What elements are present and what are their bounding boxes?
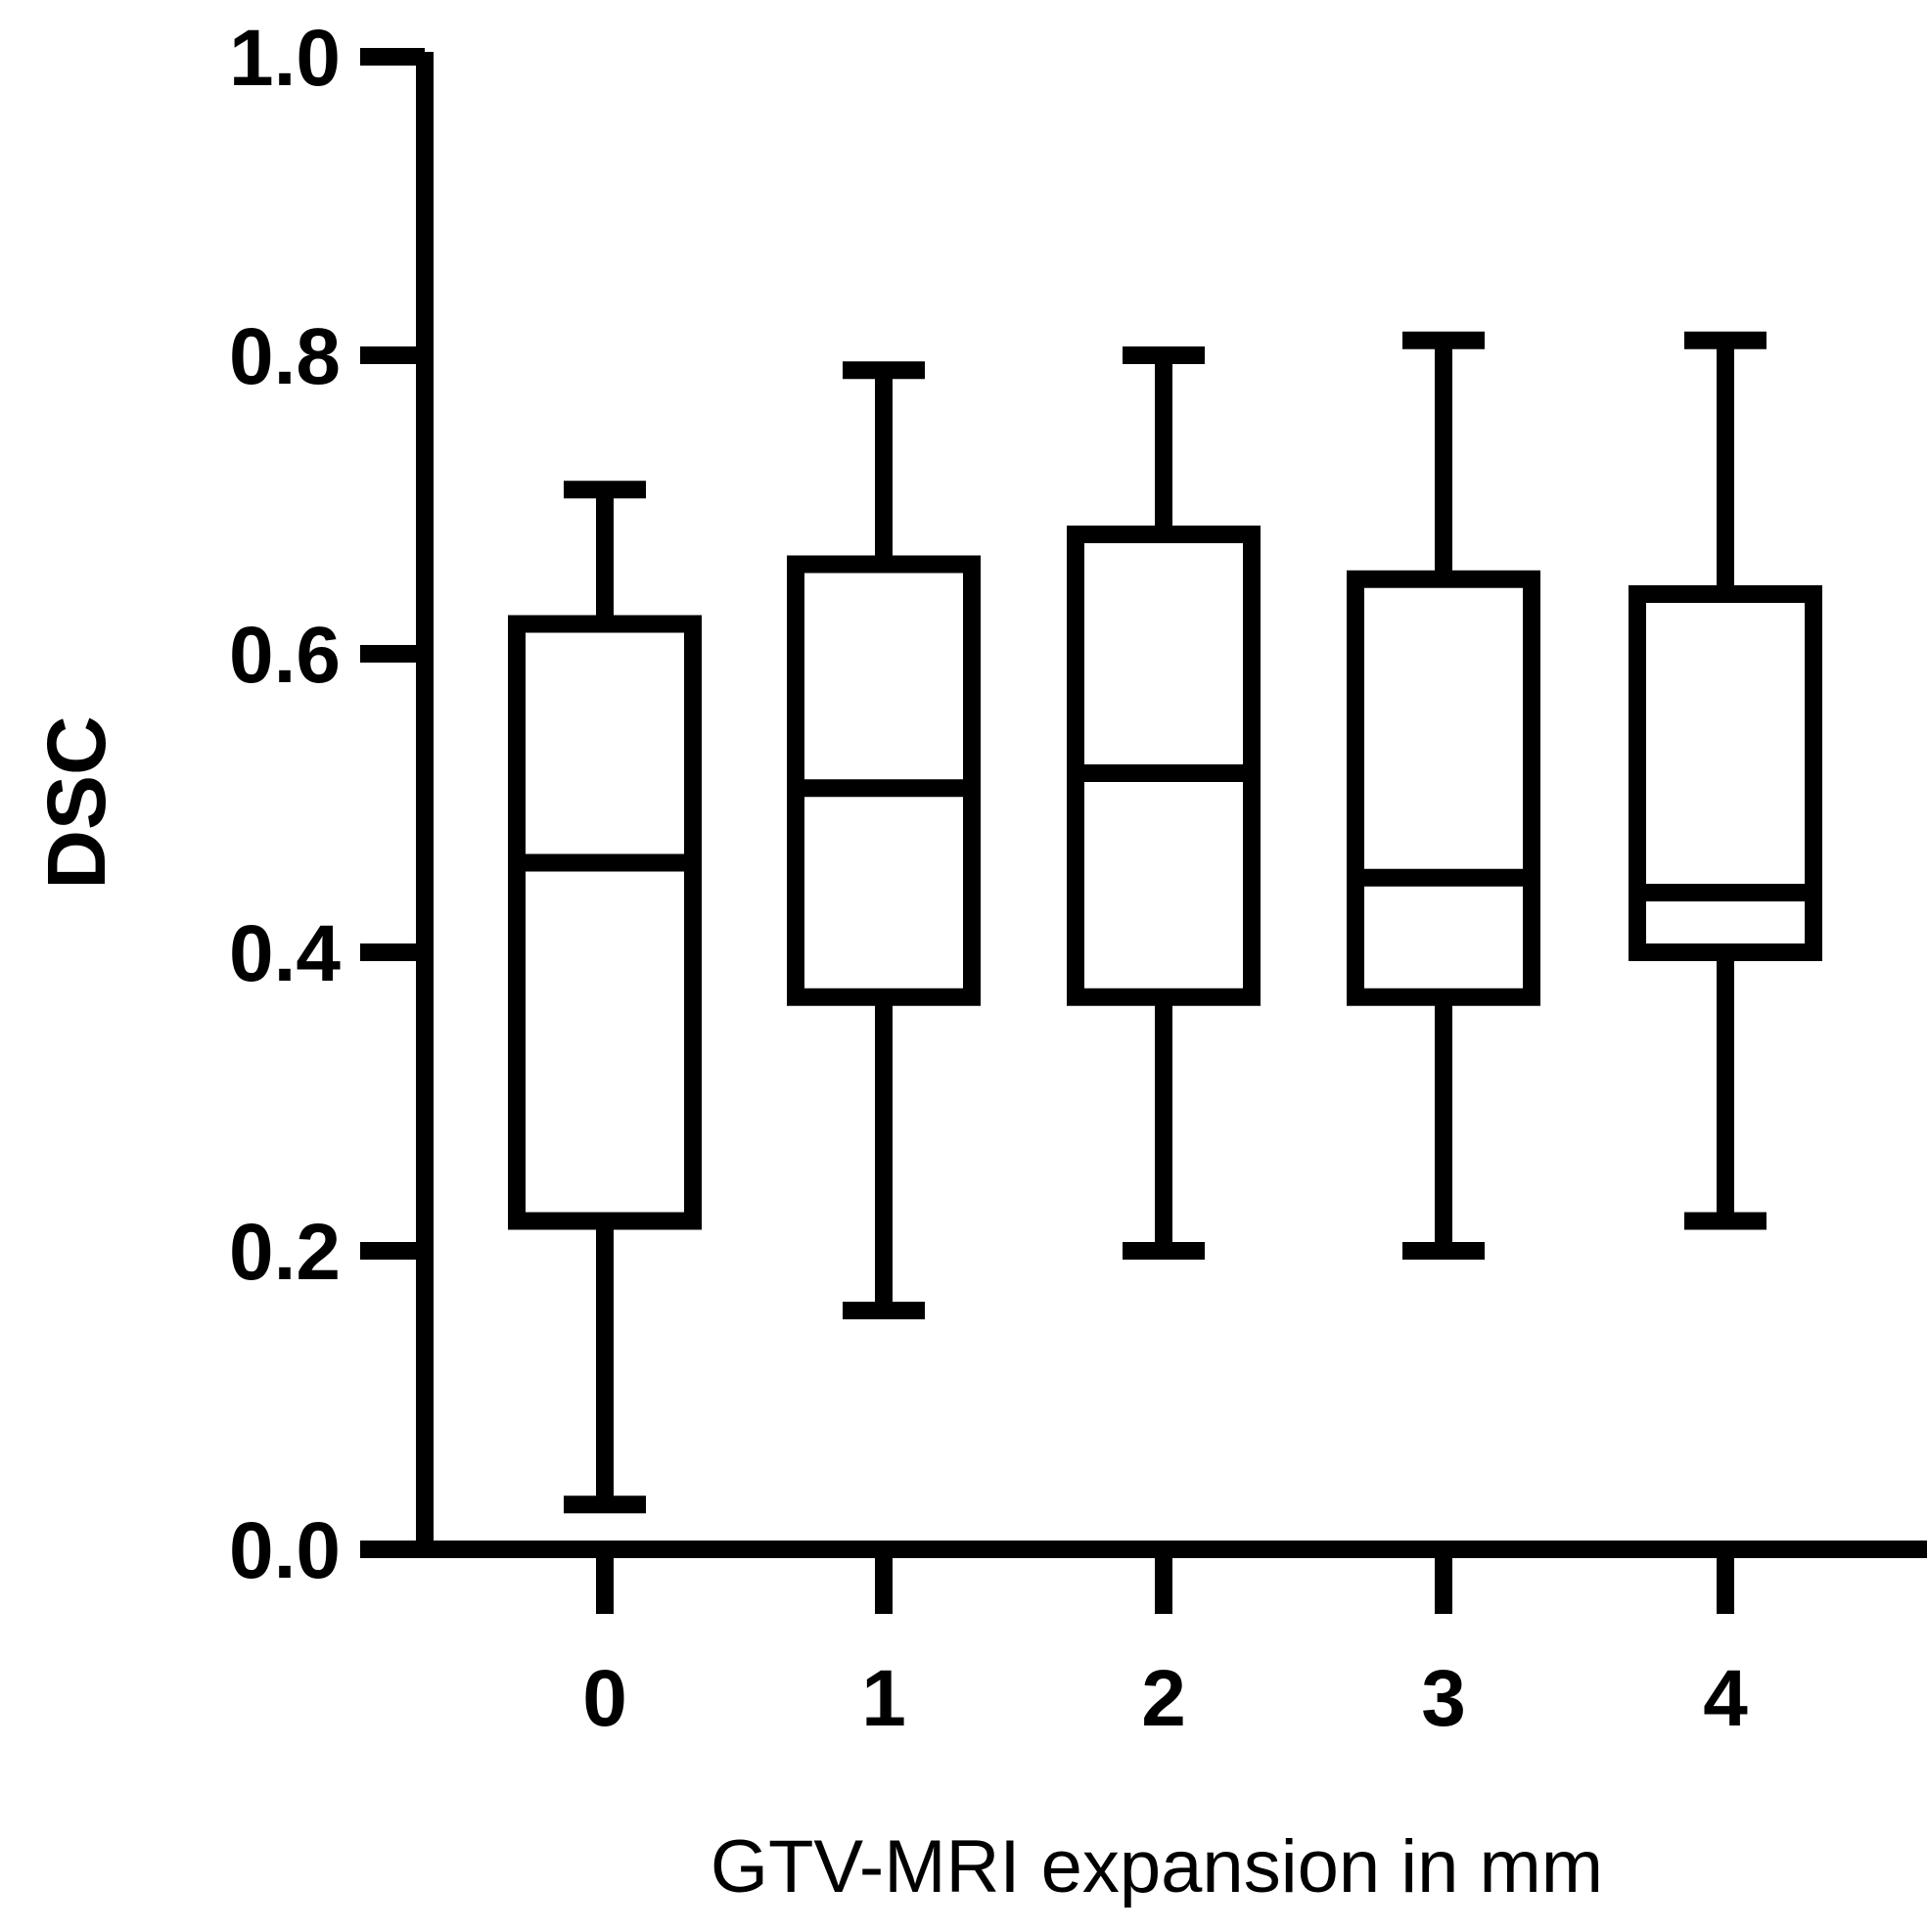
y-tick-label: 0.6 xyxy=(229,611,341,700)
iqr-box xyxy=(508,615,702,1230)
x-tick-label: 2 xyxy=(1141,1654,1186,1743)
y-tick-label: 0.4 xyxy=(229,909,341,998)
y-axis-title: DSC xyxy=(30,715,122,889)
x-tick-label: 3 xyxy=(1421,1654,1466,1743)
box-group-4 xyxy=(1629,331,1822,1230)
box-group-2 xyxy=(1067,346,1261,1260)
x-tick-label: 1 xyxy=(861,1654,906,1743)
y-tick-label: 1.0 xyxy=(229,14,341,103)
box-group-3 xyxy=(1347,331,1540,1260)
y-tick-label: 0.2 xyxy=(229,1208,341,1297)
box-group-0 xyxy=(508,481,702,1514)
boxes-group xyxy=(508,331,1822,1514)
box-group-1 xyxy=(787,361,981,1319)
y-tick-label: 0.0 xyxy=(229,1506,341,1595)
axes-group xyxy=(360,52,1927,1558)
x-axis-title: GTV-MRI expansion in mm xyxy=(711,1825,1603,1909)
iqr-box xyxy=(1347,570,1540,1006)
x-tick-label: 4 xyxy=(1703,1654,1748,1743)
x-tick-label: 0 xyxy=(582,1654,627,1743)
ticks-group: 0.0 0.2 0.4 0.6 0.8 1.0 0 1 2 3 4 xyxy=(229,14,1748,1743)
y-tick-label: 0.8 xyxy=(229,312,341,401)
